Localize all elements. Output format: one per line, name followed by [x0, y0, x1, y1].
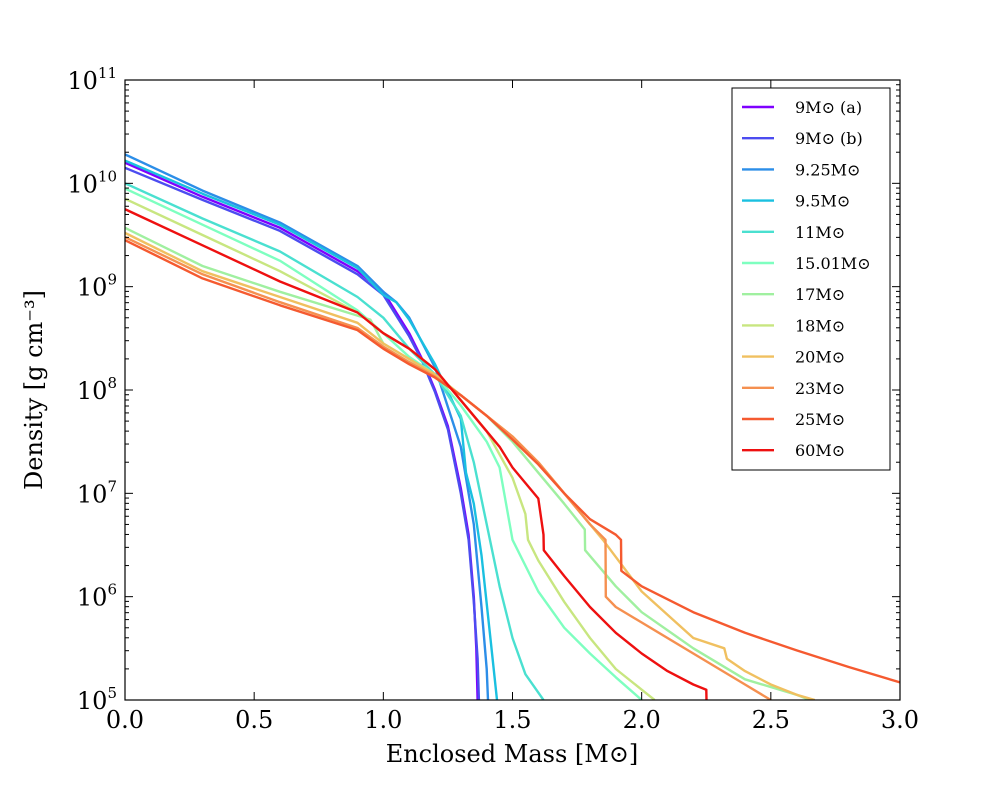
legend-box	[731, 87, 891, 471]
y-tick-label: 1011	[67, 64, 117, 95]
series-line-9	[125, 236, 772, 700]
series-line-8	[125, 231, 816, 700]
legend-label: 15.01M⊙	[795, 254, 871, 273]
y-tick-exponent: 5	[107, 684, 117, 702]
y-tick-label: 108	[77, 374, 117, 405]
y-tick-base: 10	[77, 274, 108, 302]
legend-label: 25M⊙	[795, 410, 845, 429]
legend-label: 18M⊙	[795, 316, 845, 335]
legend-label: 9.25M⊙	[795, 160, 860, 179]
series-line-5	[125, 187, 643, 700]
x-tick-label: 1.5	[493, 706, 531, 734]
y-tick-base: 10	[67, 67, 98, 95]
y-tick-exponent: 6	[107, 581, 117, 599]
y-tick-exponent: 11	[98, 64, 117, 82]
y-tick-exponent: 7	[107, 477, 117, 495]
y-tick-exponent: 9	[107, 271, 117, 289]
y-tick-base: 10	[67, 170, 98, 198]
x-tick-label: 2.0	[623, 706, 661, 734]
series-line-3	[125, 159, 499, 700]
y-tick-label: 109	[77, 271, 117, 302]
legend-label: 9.5M⊙	[795, 192, 850, 211]
series-line-6	[125, 226, 811, 700]
legend-label: 17M⊙	[795, 285, 845, 304]
series-line-10	[125, 239, 900, 684]
y-tick-label: 107	[77, 477, 117, 508]
y-tick-base: 10	[77, 480, 108, 508]
legend-label: 20M⊙	[795, 348, 845, 367]
x-tick-label: 1.0	[364, 706, 402, 734]
x-axis-label: Enclosed Mass [M⊙]	[386, 740, 639, 768]
series-line-2	[125, 153, 490, 700]
series-line-4	[125, 182, 545, 700]
y-tick-label: 106	[77, 581, 117, 612]
x-tick-label: 2.5	[752, 706, 790, 734]
series-line-1	[125, 166, 481, 700]
y-tick-label: 1010	[67, 167, 117, 198]
legend-label: 11M⊙	[795, 223, 845, 242]
series-line-11	[125, 208, 708, 700]
series-layer	[125, 153, 900, 700]
y-tick-base: 10	[77, 377, 108, 405]
y-tick-base: 10	[77, 687, 108, 715]
legend: 9M⊙ (a) 9M⊙ (b) 9.25M⊙ 9.5M⊙ 11M⊙ 15.01M⊙ 17M⊙…	[731, 87, 891, 471]
legend-label: 23M⊙	[795, 379, 845, 398]
legend-label: 9M⊙ (a)	[795, 98, 862, 117]
y-tick-base: 10	[77, 584, 108, 612]
x-tick-label: 3.0	[881, 706, 919, 734]
ticks-layer: 0.0 0.5 1.0 1.5 2.0 2.5 3.01051061071081091010…	[67, 64, 919, 734]
legend-label: 9M⊙ (b)	[795, 129, 863, 148]
y-tick-label: 105	[77, 684, 117, 715]
y-tick-exponent: 8	[107, 374, 117, 392]
y-axis-label: Density [g cm⁻³]	[20, 290, 48, 490]
x-tick-label: 0.0	[106, 706, 144, 734]
x-tick-label: 0.5	[235, 706, 273, 734]
y-tick-exponent: 10	[98, 167, 117, 185]
legend-label: 60M⊙	[795, 441, 845, 460]
